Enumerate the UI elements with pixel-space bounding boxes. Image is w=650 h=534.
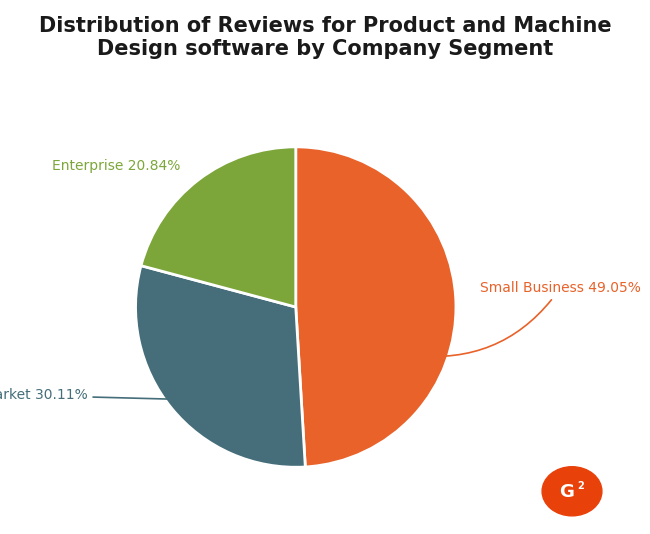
Text: G: G: [560, 483, 574, 501]
Text: Small Business 49.05%: Small Business 49.05%: [414, 281, 641, 357]
Text: 2: 2: [577, 481, 584, 491]
Text: Mid-Market 30.11%: Mid-Market 30.11%: [0, 388, 200, 402]
Text: Enterprise 20.84%: Enterprise 20.84%: [52, 159, 181, 173]
Wedge shape: [136, 265, 306, 467]
Wedge shape: [141, 147, 296, 307]
Text: Distribution of Reviews for Product and Machine
Design software by Company Segme: Distribution of Reviews for Product and …: [39, 16, 611, 59]
Circle shape: [542, 467, 602, 516]
Wedge shape: [296, 147, 456, 467]
